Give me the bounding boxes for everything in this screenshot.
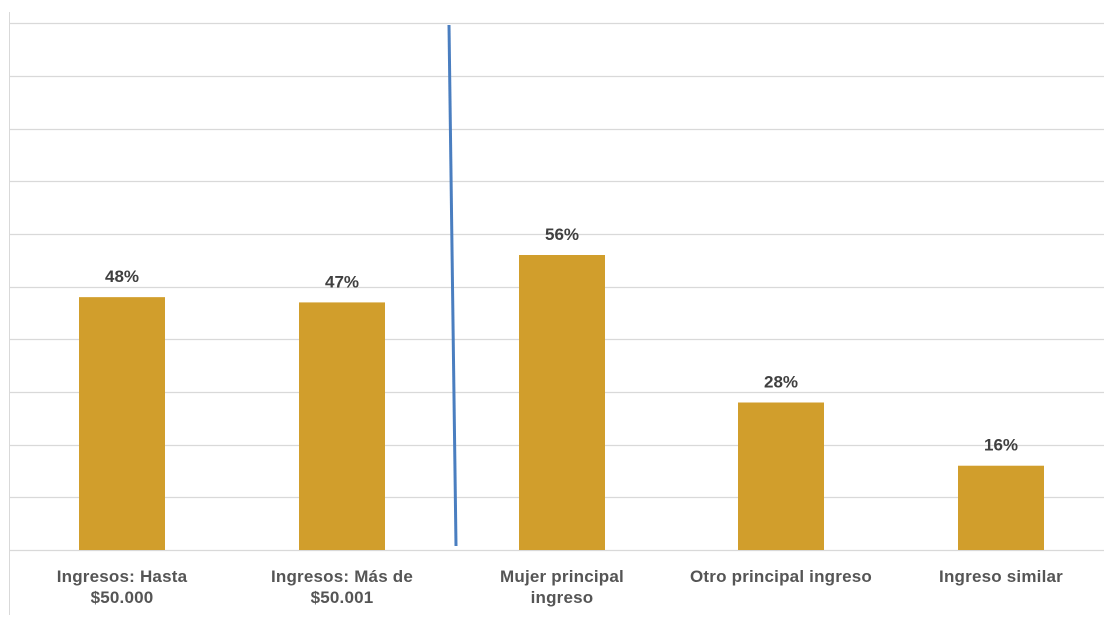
data-label: 47%: [325, 272, 359, 291]
data-label: 48%: [105, 267, 139, 286]
category-label: Ingresos: Hasta $50.000: [56, 567, 188, 607]
data-labels: 48% 47% 56% 28% 16%: [105, 225, 1018, 455]
bar: [79, 297, 165, 550]
data-label: 56%: [545, 225, 579, 244]
bars: [79, 255, 1044, 550]
data-label: 16%: [984, 436, 1018, 455]
bar: [519, 255, 605, 550]
bar: [299, 302, 385, 550]
bar: [958, 465, 1044, 550]
data-label: 28%: [764, 373, 798, 392]
category-label: Otro principal ingreso: [690, 567, 872, 586]
category-label: Ingreso similar: [939, 567, 1063, 586]
category-label: Ingresos: Más de $50.001: [270, 567, 414, 607]
group-separator-line: [447, 24, 458, 547]
bar: [738, 402, 824, 550]
category-label: Mujer principal ingreso: [500, 567, 624, 607]
